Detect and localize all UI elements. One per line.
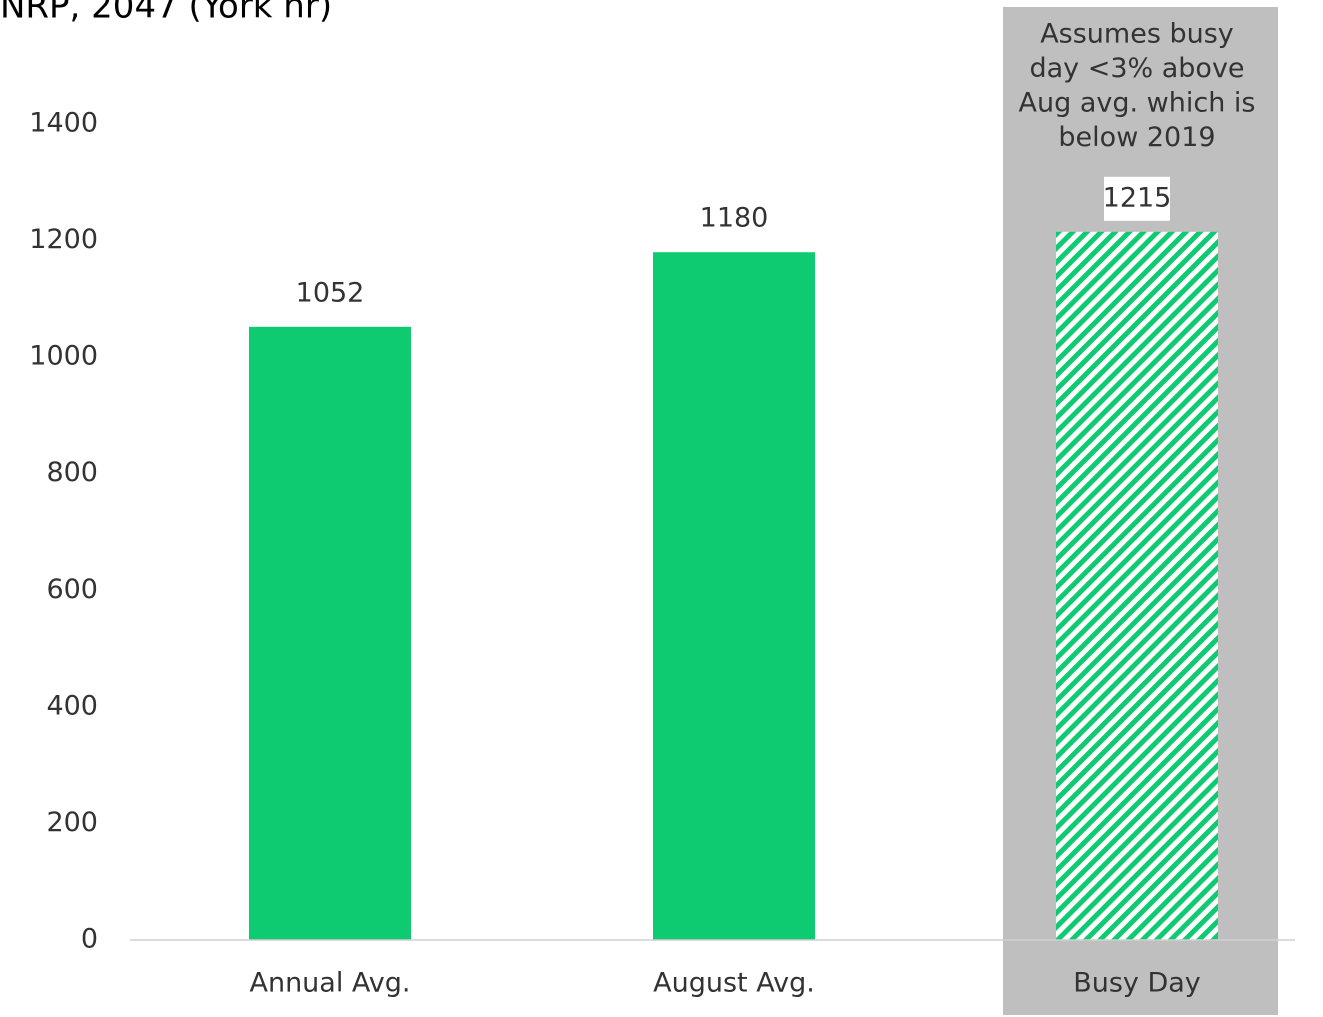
chart-title: NRP, 2047 (York hr) <box>0 0 332 27</box>
annotation: day <3% above <box>1029 53 1244 84</box>
bar <box>249 326 411 940</box>
value-label: 1052 <box>296 277 365 308</box>
x-tick-label: August Avg. <box>653 968 815 999</box>
annotation: Aug avg. which is <box>1019 88 1256 119</box>
y-tick-label: 600 <box>46 574 98 605</box>
annotation: Assumes busy <box>1040 19 1234 50</box>
y-tick-label: 200 <box>46 807 98 838</box>
y-tick-label: 400 <box>46 690 98 721</box>
annotation: below 2019 <box>1058 122 1215 153</box>
y-tick-label: 1200 <box>29 224 98 255</box>
y-tick-label: 800 <box>46 457 98 488</box>
x-tick-label: Annual Avg. <box>249 968 410 999</box>
bar <box>1056 231 1218 941</box>
y-tick-label: 1000 <box>29 341 98 372</box>
bar <box>653 252 815 940</box>
x-tick-label: Busy Day <box>1073 968 1201 999</box>
value-label-box <box>1104 176 1170 221</box>
y-tick-label: 0 <box>81 924 98 955</box>
y-tick-label: 1400 <box>29 108 98 139</box>
value-label: 1180 <box>700 203 769 234</box>
value-label: 1215 <box>1103 182 1172 213</box>
